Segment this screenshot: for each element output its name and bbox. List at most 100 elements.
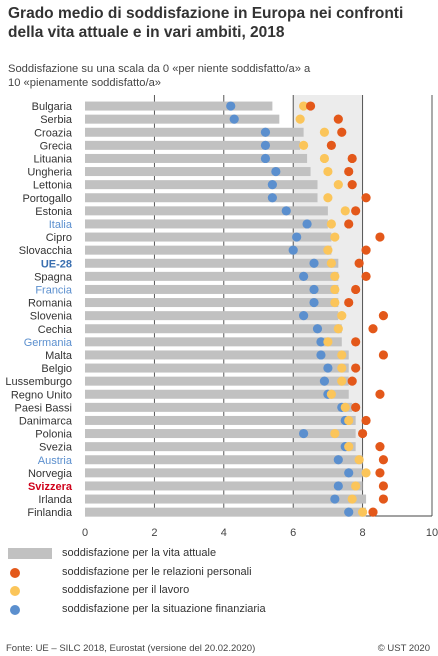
personal-dot-11 (361, 245, 371, 255)
bar-30 (85, 494, 367, 504)
category-label-10: Cipro (46, 232, 72, 244)
bar-20 (85, 363, 349, 373)
legend-label-3: soddisfazione per la situazione finanzia… (62, 602, 266, 615)
work-dot-0 (299, 101, 309, 111)
category-label-7: Portogallo (22, 193, 72, 205)
personal-dot-14 (351, 284, 361, 295)
category-label-6: Lettonia (33, 180, 73, 192)
bar-25 (85, 429, 356, 439)
personal-dot-0 (305, 101, 316, 111)
category-label-30: Irlanda (38, 494, 73, 506)
bar-8 (85, 206, 328, 216)
copyright-note: © UST 2020 (377, 643, 430, 654)
finance-dot-28 (344, 468, 354, 478)
work-dot-18 (323, 337, 333, 347)
bar-28 (85, 468, 363, 478)
finance-dot-1 (229, 114, 239, 124)
finance-dot-25 (299, 428, 309, 439)
bar-27 (85, 455, 363, 465)
category-label-17: Cechia (38, 324, 73, 336)
personal-dot-26 (375, 442, 385, 452)
work-dot-5 (323, 166, 333, 177)
bar-16 (85, 311, 339, 321)
work-dot-14 (330, 284, 340, 295)
finance-dot-15 (309, 297, 319, 308)
category-label-9: Italia (49, 219, 73, 231)
work-dot-27 (354, 455, 364, 465)
bar-6 (85, 180, 318, 190)
work-dot-20 (337, 363, 347, 373)
category-label-23: Paesi Bassi (15, 402, 72, 414)
work-dot-6 (333, 180, 343, 190)
work-dot-8 (340, 206, 350, 216)
work-dot-3 (299, 140, 309, 150)
bar-31 (85, 507, 367, 517)
bar-19 (85, 350, 349, 360)
work-dot-12 (326, 258, 336, 268)
chart-subtitle: Soddisfazione su una scala da 0 «per nie… (8, 62, 432, 90)
work-dot-9 (326, 219, 336, 229)
finance-dot-2 (260, 127, 271, 137)
bar-15 (85, 298, 339, 308)
personal-dot-4 (347, 153, 357, 164)
category-label-19: Malta (45, 350, 73, 362)
category-label-1: Serbia (40, 114, 73, 126)
finance-dot-13 (299, 271, 309, 281)
work-dot-11 (323, 245, 333, 255)
legend-dot-2 (10, 586, 20, 596)
bar-23 (85, 402, 353, 412)
legend-swatch-bar (8, 548, 52, 559)
finance-dot-17 (312, 324, 323, 334)
personal-dot-22 (375, 389, 385, 399)
x-tick-label-2: 2 (151, 527, 157, 539)
finance-dot-0 (226, 101, 236, 111)
category-label-22: Regno Unito (11, 389, 72, 401)
x-tick-label-0: 0 (82, 527, 88, 539)
finance-dot-3 (260, 140, 271, 150)
category-label-8: Estonia (35, 206, 73, 218)
finance-dot-14 (309, 284, 319, 295)
personal-dot-30 (378, 494, 389, 504)
personal-dot-28 (375, 468, 385, 478)
personal-dot-19 (378, 350, 389, 360)
category-label-28: Norvegia (28, 468, 73, 480)
bar-9 (85, 219, 328, 229)
chart-title: Grado medio di soddisfazione in Europa n… (8, 5, 404, 41)
work-dot-25 (330, 428, 340, 439)
bar-22 (85, 389, 349, 399)
personal-dot-20 (351, 363, 361, 373)
bar-4 (85, 153, 308, 163)
finance-dot-19 (316, 350, 326, 360)
work-dot-17 (333, 324, 343, 334)
bar-24 (85, 415, 356, 425)
personal-dot-3 (326, 140, 336, 150)
finance-dot-30 (330, 494, 340, 504)
personal-dot-21 (347, 376, 357, 386)
finance-dot-20 (323, 363, 333, 373)
finance-dot-16 (299, 311, 309, 321)
work-dot-15 (330, 297, 340, 308)
bar-14 (85, 284, 339, 294)
bar-26 (85, 442, 356, 452)
bar-29 (85, 481, 363, 491)
bar-17 (85, 324, 342, 334)
work-dot-28 (361, 468, 371, 478)
x-tick-label-8: 8 (360, 527, 366, 539)
personal-dot-5 (344, 166, 354, 177)
x-tick-label-10: 10 (426, 527, 438, 539)
category-label-14: Francia (35, 284, 73, 296)
category-label-29: Svizzera (28, 481, 73, 493)
finance-dot-8 (281, 206, 291, 216)
bar-10 (85, 232, 332, 242)
category-label-16: Slovenia (30, 311, 73, 323)
finance-dot-5 (271, 166, 281, 177)
bar-11 (85, 245, 332, 255)
finance-dot-18 (316, 337, 326, 347)
work-dot-4 (319, 153, 330, 164)
finance-dot-10 (292, 232, 302, 242)
work-dot-29 (351, 481, 361, 491)
finance-dot-12 (309, 258, 319, 268)
source-note: Fonte: UE – SILC 2018, Eurostat (version… (6, 643, 256, 654)
category-label-13: Spagna (34, 271, 73, 283)
